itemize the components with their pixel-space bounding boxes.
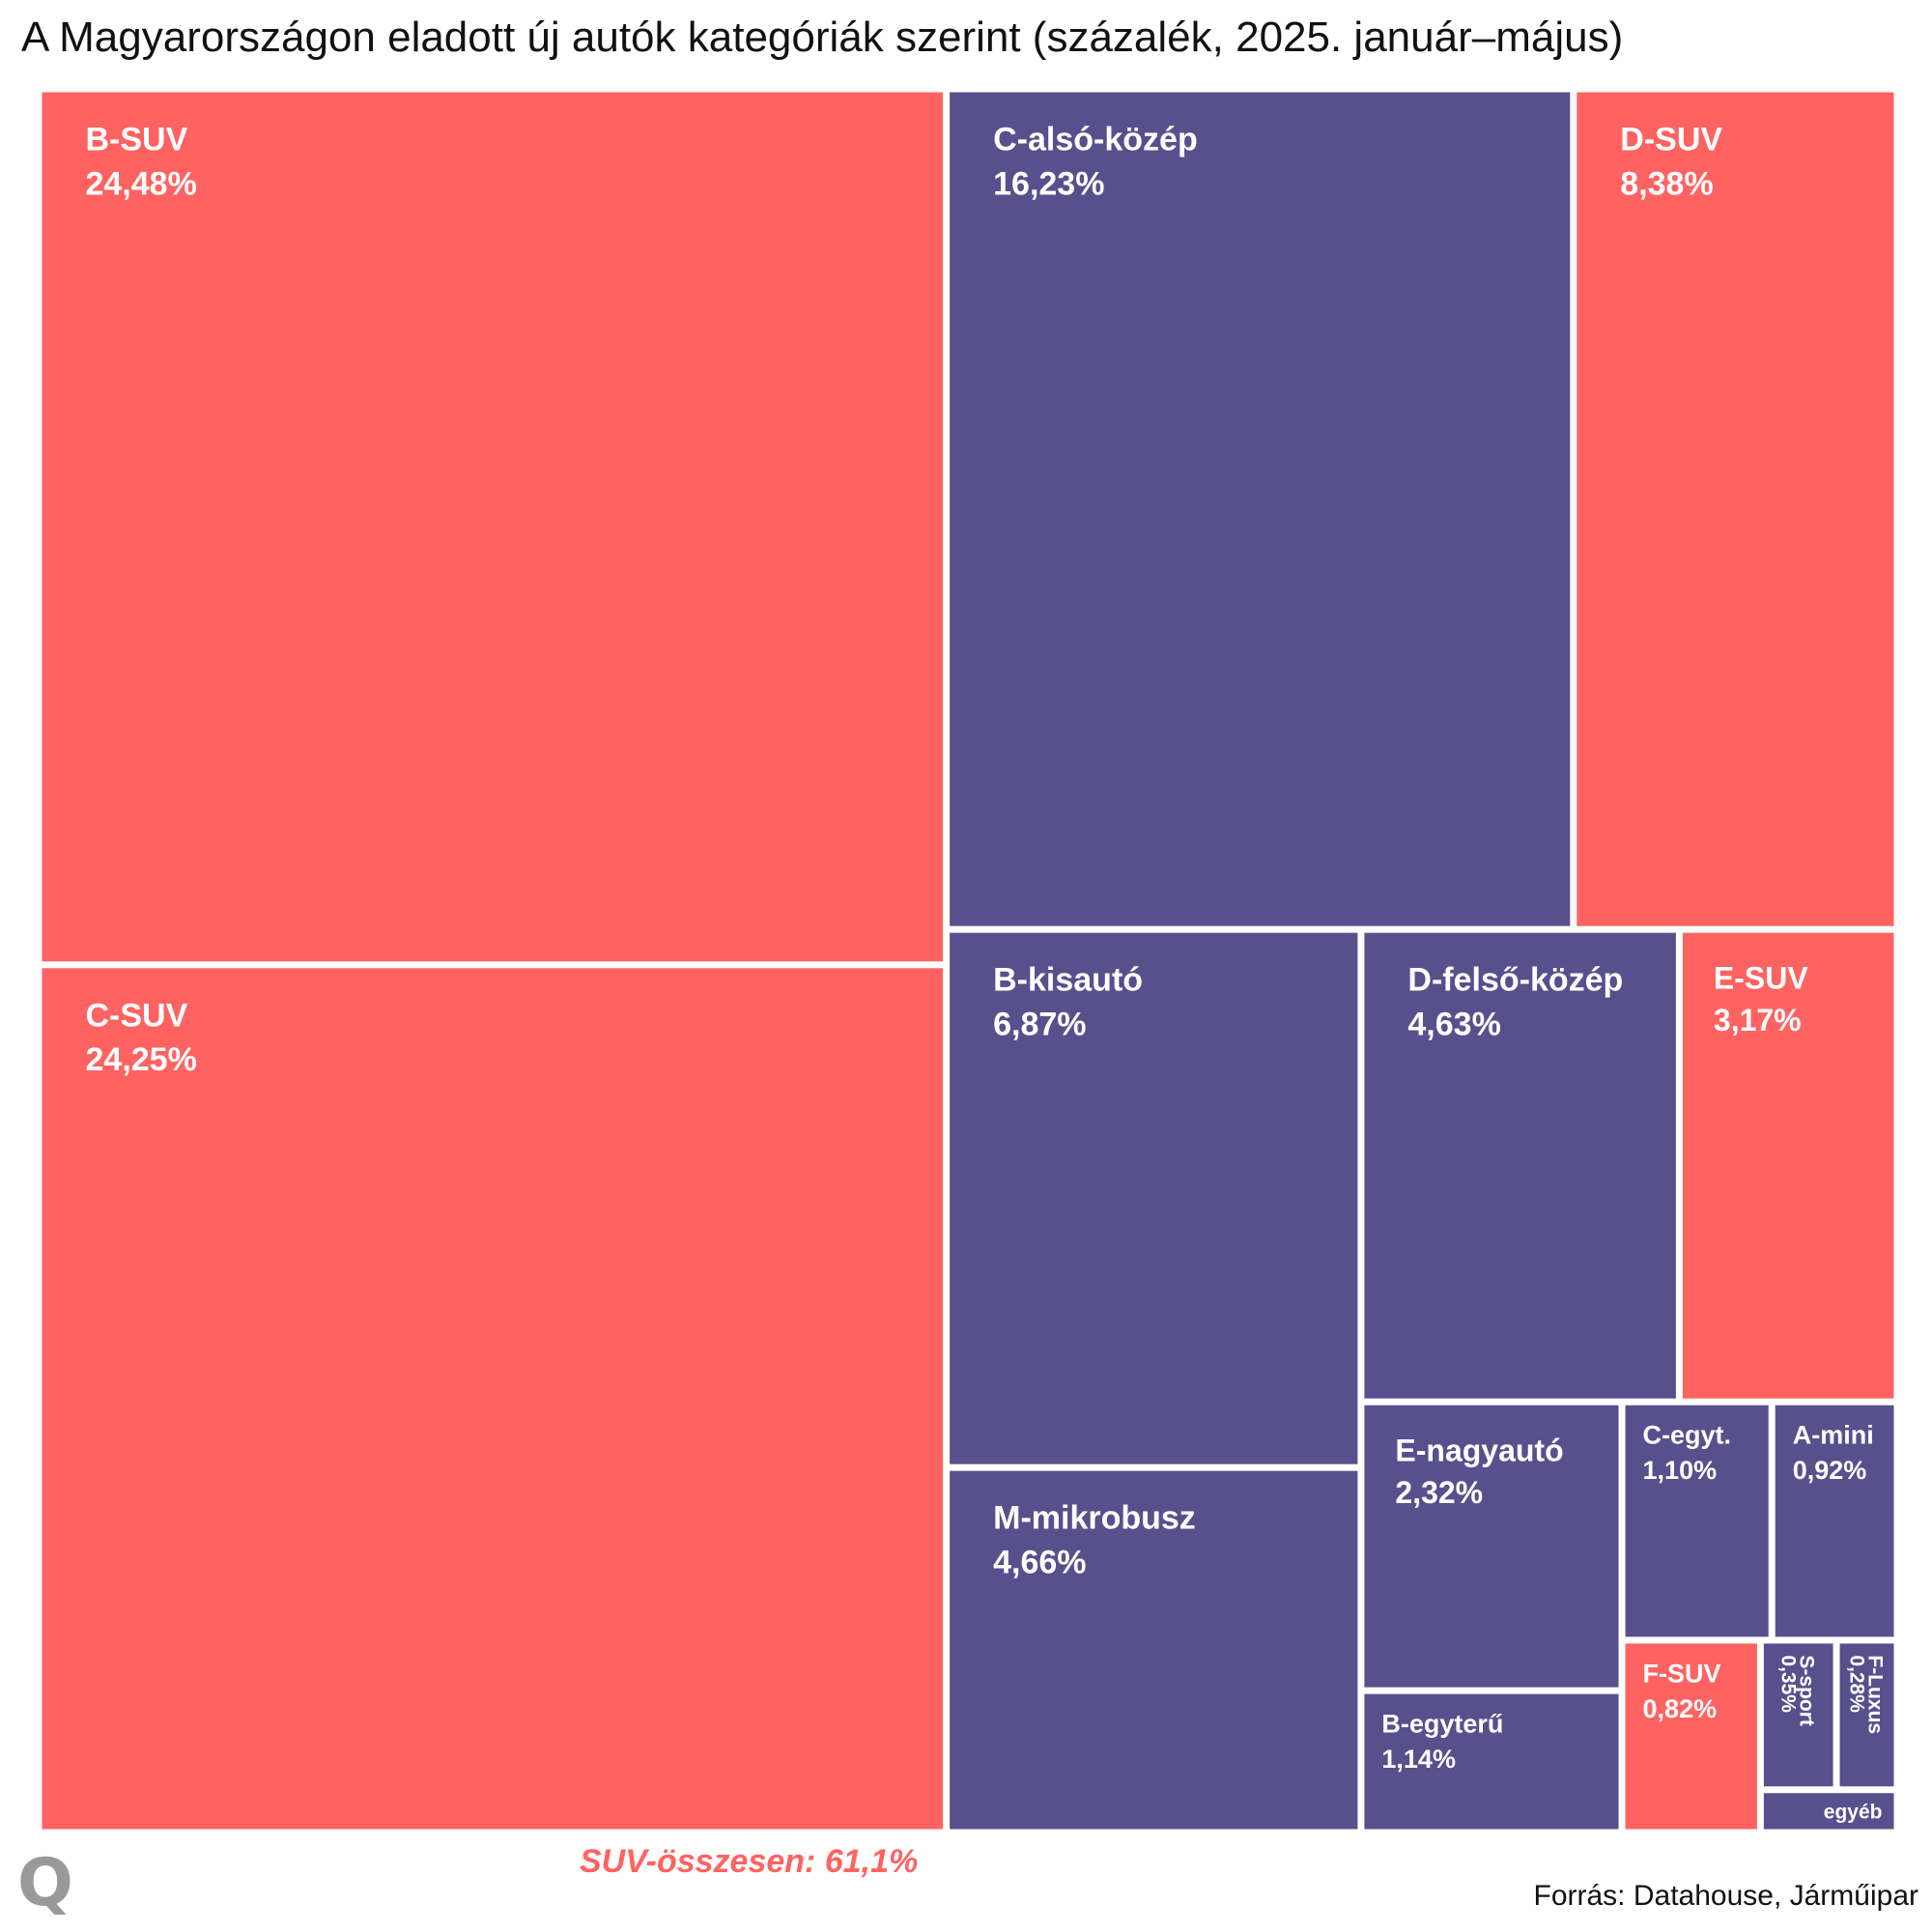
tile-c-suv: C-SUV 24,25% — [42, 968, 944, 1830]
tile-egyeb: egyéb 0,18% — [1763, 1793, 1894, 1851]
tile-name-b-egyteru: B-egyterű — [1381, 1710, 1503, 1739]
tile-value-m-mikrobusz: 4,66% — [993, 1545, 1086, 1581]
tile-value-b-egyteru: 1,14% — [1381, 1745, 1456, 1774]
tile-value-a-mini: 0,92% — [1793, 1456, 1867, 1485]
tile-b-suv: B-SUV 24,48% — [42, 92, 944, 962]
tile-value-s-sport: 0,35% — [1777, 1655, 1800, 1713]
tile-e-nagyauto: E-nagyautó 2,32% — [1364, 1405, 1619, 1688]
logo-icon: Q — [17, 1845, 73, 1921]
tile-rect-c-egyt — [1625, 1405, 1769, 1637]
tile-value-b-kisauto: 6,87% — [993, 1007, 1086, 1043]
tile-m-mikrobusz: M-mikrobusz 4,66% — [950, 1470, 1358, 1830]
tile-value-c-egyt: 1,10% — [1643, 1456, 1718, 1485]
tile-name-a-mini: A-mini — [1793, 1421, 1874, 1450]
tile-name-f-suv: F-SUV — [1643, 1659, 1721, 1688]
tile-c-also-kozep: C-alsó-közép 16,23% — [950, 92, 1571, 926]
tile-name-s-sport: S-sport — [1796, 1655, 1818, 1726]
tile-a-mini: A-mini 0,92% — [1775, 1405, 1894, 1637]
tile-rect-d-felso-kozep — [1364, 932, 1676, 1399]
tile-rect-f-luxus — [1839, 1643, 1894, 1787]
tile-c-egyt: C-egyt. 1,10% — [1625, 1405, 1769, 1637]
tile-value-b-suv: 24,48% — [86, 165, 197, 202]
tile-name-c-also-kozep: C-alsó-közép — [993, 122, 1198, 158]
tile-rect-d-suv — [1577, 92, 1894, 926]
tile-name-e-suv: E-SUV — [1714, 961, 1808, 996]
chart-title: A Magyarországon eladott új autók kategó… — [21, 14, 1624, 61]
tile-name-f-luxus: F-Luxus — [1864, 1655, 1887, 1734]
tile-rect-c-also-kozep — [950, 92, 1571, 926]
tile-value-c-also-kozep: 16,23% — [993, 165, 1104, 202]
tile-value-egyeb: 0,18% — [1825, 1829, 1883, 1851]
tile-rect-c-suv — [42, 968, 944, 1830]
tile-rect-e-suv — [1682, 932, 1894, 1399]
tile-value-f-luxus: 0,28% — [1846, 1655, 1868, 1713]
tile-name-m-mikrobusz: M-mikrobusz — [993, 1500, 1196, 1537]
source-note: Forrás: Datahouse, Járműipar — [1533, 1880, 1919, 1912]
suv-total-annotation: SUV-összesen: 61,1% — [580, 1843, 919, 1880]
tile-name-c-egyt: C-egyt. — [1643, 1421, 1732, 1450]
tile-rect-m-mikrobusz — [950, 1470, 1358, 1830]
tile-name-b-kisauto: B-kisautó — [993, 962, 1143, 999]
tile-name-e-nagyauto: E-nagyautó — [1395, 1434, 1563, 1468]
tile-value-f-suv: 0,82% — [1643, 1694, 1718, 1723]
tile-value-e-suv: 3,17% — [1714, 1003, 1802, 1037]
tile-name-egyeb: egyéb — [1824, 1801, 1883, 1823]
tile-rect-b-egyteru — [1364, 1693, 1619, 1830]
tile-f-suv: F-SUV 0,82% — [1625, 1643, 1757, 1830]
tile-rect-b-kisauto — [950, 932, 1358, 1464]
tile-name-d-felso-kozep: D-felső-közép — [1407, 962, 1623, 999]
tile-name-d-suv: D-SUV — [1620, 122, 1722, 158]
tile-d-suv: D-SUV 8,38% — [1577, 92, 1894, 926]
tile-value-d-suv: 8,38% — [1620, 165, 1713, 202]
tile-rect-s-sport — [1763, 1643, 1833, 1787]
tile-name-c-suv: C-SUV — [86, 997, 188, 1034]
tile-e-suv: E-SUV 3,17% — [1682, 932, 1894, 1399]
tile-b-kisauto: B-kisautó 6,87% — [950, 932, 1358, 1464]
tile-rect-a-mini — [1775, 1405, 1894, 1637]
tile-value-c-suv: 24,25% — [86, 1041, 197, 1078]
tile-rect-b-suv — [42, 92, 944, 962]
tile-d-felso-kozep: D-felső-közép 4,63% — [1364, 932, 1676, 1399]
tile-rect-e-nagyauto — [1364, 1405, 1619, 1688]
tile-rect-f-suv — [1625, 1643, 1757, 1830]
tile-name-b-suv: B-SUV — [86, 122, 188, 158]
tile-b-egyteru: B-egyterű 1,14% — [1364, 1693, 1619, 1830]
tile-value-d-felso-kozep: 4,63% — [1407, 1007, 1500, 1043]
tile-rect-egyeb — [1763, 1793, 1894, 1830]
tile-value-e-nagyauto: 2,32% — [1395, 1475, 1483, 1510]
